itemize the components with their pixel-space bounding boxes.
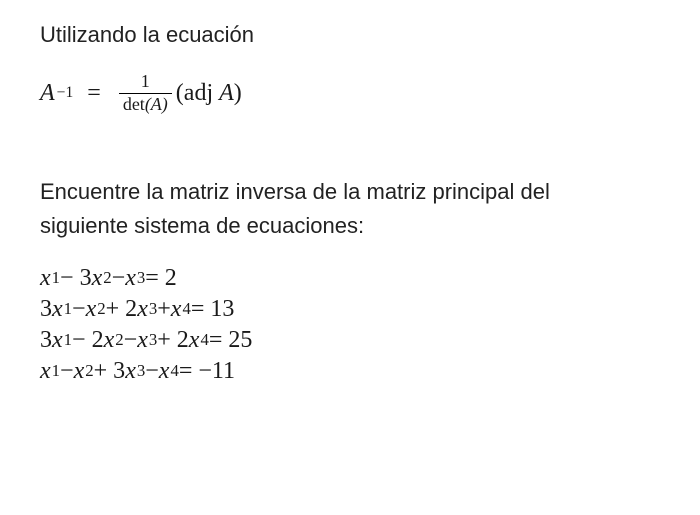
fraction-numerator: 1 xyxy=(137,72,154,93)
prompt-line-1: Encuentre la matriz inversa de la matriz… xyxy=(40,179,550,204)
equation-system: x1 − 3x2 − x3 = 2 3x1 − x2 + 2x3 + x4 = … xyxy=(40,265,660,385)
lhs-A: A xyxy=(40,80,55,107)
intro-text: Utilizando la ecuación xyxy=(40,18,660,52)
equation-3: 3x1 − 2x2 − x3 + 2x4 = 25 xyxy=(40,327,660,354)
lhs-exp: −1 xyxy=(57,84,74,102)
fraction-denominator: det(A) xyxy=(119,93,172,115)
equation-1: x1 − 3x2 − x3 = 2 xyxy=(40,265,660,292)
inverse-formula: A−1 = 1 det(A) (adj A) xyxy=(40,72,660,115)
adj-open: (adj xyxy=(176,80,213,107)
adj-arg: A xyxy=(219,80,234,107)
equation-2: 3x1 − x2 + 2x3 + x4 = 13 xyxy=(40,296,660,323)
prompt-line-2: siguiente sistema de ecuaciones: xyxy=(40,213,364,238)
adj-close: ) xyxy=(234,80,242,107)
document-page: Utilizando la ecuación A−1 = 1 det(A) (a… xyxy=(0,0,700,409)
fraction: 1 det(A) xyxy=(119,72,172,115)
equation-4: x1 − x2 + 3x3 − x4 = −11 xyxy=(40,358,660,385)
prompt-text: Encuentre la matriz inversa de la matriz… xyxy=(40,175,660,243)
equals-sign: = xyxy=(87,80,101,107)
